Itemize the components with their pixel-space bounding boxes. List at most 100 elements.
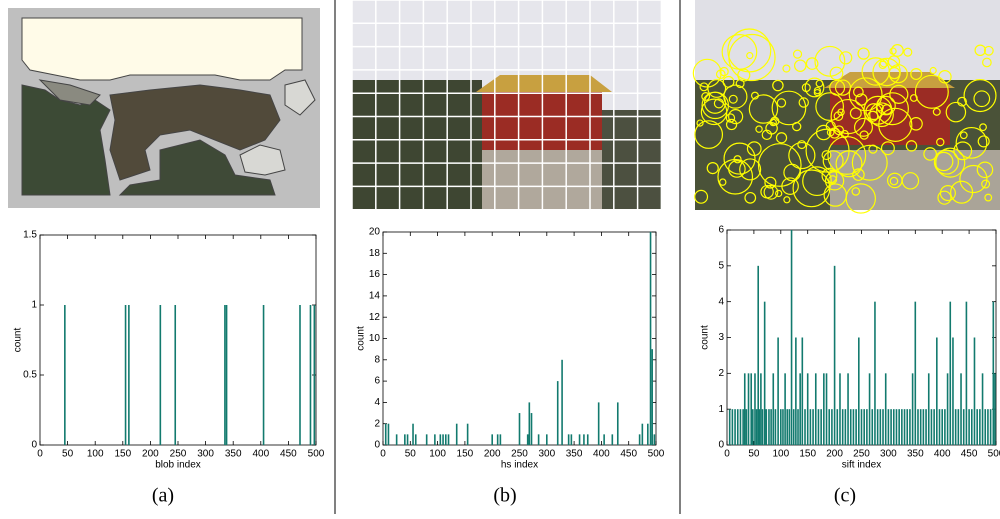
bar	[598, 402, 600, 445]
bar	[784, 373, 786, 445]
bar	[949, 302, 951, 445]
bar	[754, 373, 756, 445]
bar	[744, 373, 746, 445]
bar	[746, 409, 748, 445]
bar	[925, 409, 927, 445]
caption: (c)	[834, 485, 856, 507]
y-tick-label: 4	[374, 397, 380, 408]
bar	[760, 373, 762, 445]
x-tick-label: 350	[566, 449, 583, 460]
bar	[850, 409, 852, 445]
bar	[448, 434, 450, 445]
x-axis-label: hs index	[501, 460, 538, 471]
bar	[845, 409, 847, 445]
bar	[818, 409, 820, 445]
bar	[987, 409, 989, 445]
bar	[415, 434, 417, 445]
bar	[853, 409, 855, 445]
bar	[982, 373, 984, 445]
bar	[647, 424, 649, 445]
bar	[812, 409, 814, 445]
x-tick-label: 500	[988, 449, 1000, 460]
trees	[352, 80, 482, 210]
bar	[388, 424, 390, 445]
y-tick-label: 2	[718, 368, 724, 379]
x-tick-label: 450	[620, 449, 637, 460]
bar	[931, 409, 933, 445]
bar	[782, 409, 784, 445]
photo-grid-image	[352, 0, 662, 210]
bar	[775, 409, 777, 445]
x-tick-label: 400	[934, 449, 951, 460]
sift-image	[693, 0, 1000, 213]
bar	[952, 338, 954, 446]
bar	[568, 434, 570, 445]
bar	[786, 409, 788, 445]
bar	[732, 409, 734, 445]
bar	[546, 434, 548, 445]
x-tick-label: 200	[826, 449, 843, 460]
bar	[650, 232, 652, 445]
y-tick-label: 12	[369, 312, 381, 323]
bar	[777, 338, 779, 446]
bar	[882, 409, 884, 445]
x-tick-label: 50	[62, 449, 74, 460]
bar	[947, 373, 949, 445]
bar	[828, 409, 830, 445]
bar	[960, 373, 962, 445]
y-tick-label: 16	[369, 269, 381, 280]
x-tick-label: 100	[87, 449, 104, 460]
bar	[299, 305, 301, 445]
x-tick-label: 300	[197, 449, 214, 460]
y-tick-label: 5	[718, 260, 724, 271]
y-tick-label: 8	[374, 354, 380, 365]
bar	[654, 434, 656, 445]
bar	[765, 409, 767, 445]
bar	[923, 409, 925, 445]
y-axis-label: count	[700, 325, 711, 350]
bar	[642, 424, 644, 445]
bar	[880, 409, 882, 445]
bar	[529, 402, 531, 445]
bar	[651, 349, 653, 445]
bar	[963, 409, 965, 445]
bar	[971, 409, 973, 445]
bar	[426, 434, 428, 445]
y-tick-label: 6	[718, 225, 724, 236]
bar	[810, 409, 812, 445]
bar	[855, 409, 857, 445]
bar	[224, 305, 226, 445]
bar	[789, 409, 791, 445]
bar	[871, 409, 873, 445]
figure: 00.511.5050100150200250300350400450500bl…	[0, 0, 1000, 514]
bar	[802, 338, 804, 446]
bar	[863, 409, 865, 445]
bar	[412, 424, 414, 445]
bar	[404, 434, 406, 445]
bar	[820, 409, 822, 445]
bar	[839, 373, 841, 445]
bar	[734, 409, 736, 445]
bar	[527, 434, 529, 445]
x-tick-label: 150	[799, 449, 816, 460]
bar	[958, 409, 960, 445]
bar	[125, 305, 127, 445]
bar	[64, 305, 66, 445]
bar	[994, 373, 996, 445]
x-tick-label: 150	[457, 449, 474, 460]
bar	[976, 409, 978, 445]
bar	[858, 338, 860, 446]
bar	[750, 373, 752, 445]
bar	[990, 409, 992, 445]
bar	[936, 338, 938, 446]
y-tick-label: 14	[369, 291, 381, 302]
bar	[861, 409, 863, 445]
bar	[756, 409, 758, 445]
bar	[912, 373, 914, 445]
y-tick-label: 1.5	[23, 230, 37, 241]
bar	[885, 373, 887, 445]
x-tick-label: 50	[405, 449, 417, 460]
y-tick-label: 1	[31, 300, 37, 311]
bar	[915, 302, 917, 445]
bar	[896, 409, 898, 445]
